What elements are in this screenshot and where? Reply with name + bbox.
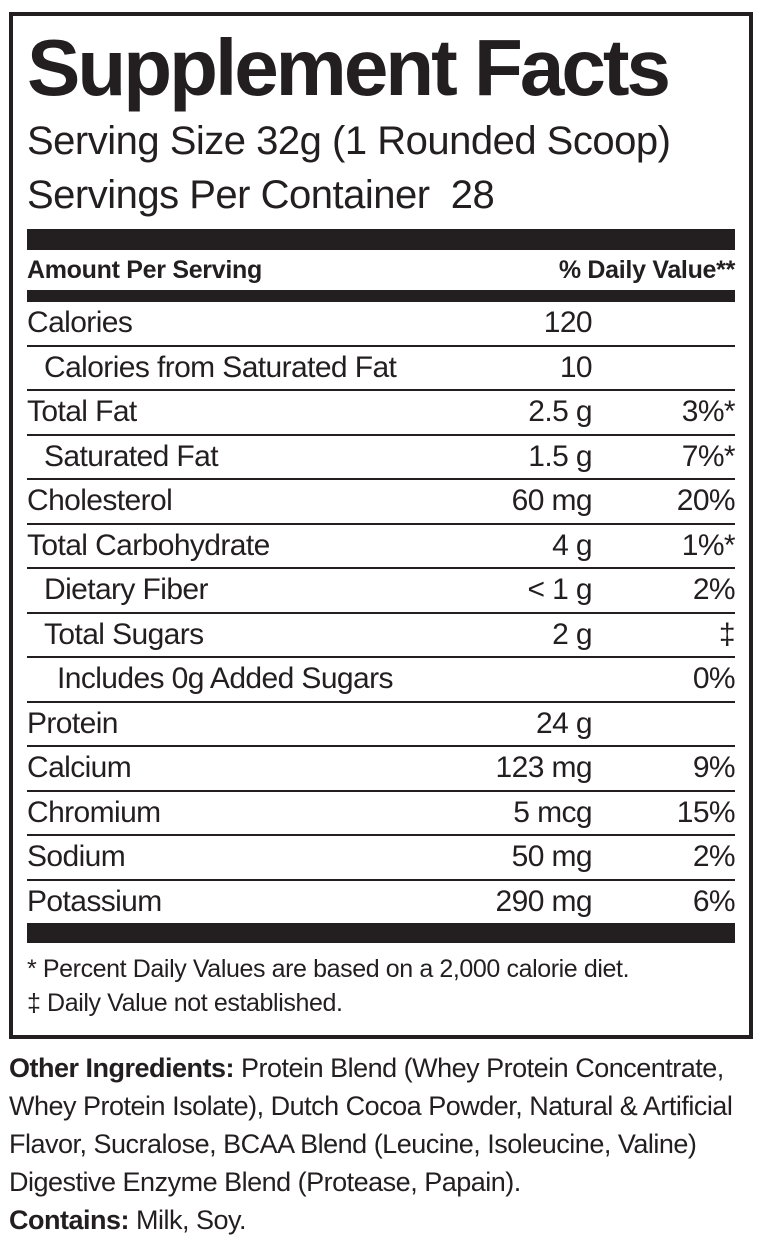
nutrient-amount: 120 <box>543 306 593 340</box>
separator-bar-top <box>27 229 735 250</box>
table-column-headers: Amount Per Serving % Daily Value** <box>27 250 735 290</box>
nutrient-name: Total Fat <box>27 395 137 429</box>
nutrient-amount: 5 mcg <box>513 795 592 829</box>
table-row: Calories 120 <box>27 302 735 347</box>
nutrient-name: Cholesterol <box>27 484 173 518</box>
nutrient-name: Includes 0g Added Sugars <box>57 662 393 696</box>
nutrient-name: Sodium <box>27 840 126 874</box>
panel-title: Supplement Facts <box>27 23 671 112</box>
nutrient-amount: < 1 g <box>527 573 592 607</box>
nutrient-name: Calcium <box>27 751 132 785</box>
table-row: Includes 0g Added Sugars 0% <box>27 658 736 703</box>
nutrient-table: Calories 120 Calories from Saturated Fat 10… <box>27 302 736 924</box>
servings-per-container-line: Servings Per Container 28 <box>27 173 495 217</box>
separator-bar-header <box>27 290 735 302</box>
nutrient-amount: 290 mg <box>495 884 593 918</box>
nutrient-daily-value: 15% <box>676 795 736 829</box>
nutrient-name: Dietary Fiber <box>44 573 209 607</box>
ingredients-section: Other Ingredients: Protein Blend (Whey P… <box>9 1049 753 1235</box>
other-ingredients-paragraph: Other Ingredients: Protein Blend (Whey P… <box>9 1049 753 1201</box>
nutrient-amount: 123 mg <box>495 751 593 785</box>
nutrient-daily-value: 0% <box>692 662 736 696</box>
nutrient-daily-value: 9% <box>692 751 736 785</box>
nutrient-name: Calories <box>27 306 133 340</box>
contains-paragraph: Contains: Milk, Soy. <box>9 1201 753 1235</box>
amount-per-serving-header: Amount Per Serving <box>27 255 262 284</box>
nutrient-name: Potassium <box>27 884 162 918</box>
nutrient-daily-value: 20% <box>676 484 736 518</box>
table-row: Chromium 5 mcg 15% <box>27 792 736 836</box>
daily-value-header: % Daily Value** <box>558 255 735 284</box>
nutrient-name: Total Carbohydrate <box>27 528 270 562</box>
nutrient-amount: 4 g <box>552 528 593 562</box>
nutrient-amount: 2.5 g <box>528 395 592 429</box>
nutrient-daily-value: 1%* <box>681 528 736 562</box>
nutrient-daily-value: 2% <box>692 840 736 874</box>
other-ingredients-label: Other Ingredients: <box>9 1053 235 1083</box>
nutrient-daily-value: 2% <box>692 573 736 607</box>
footnote-daily-values: * Percent Daily Values are based on a 2,… <box>27 955 630 983</box>
nutrient-amount: 60 mg <box>511 484 593 518</box>
nutrient-daily-value: 7%* <box>681 439 736 473</box>
footnotes: * Percent Daily Values are based on a 2,… <box>27 952 735 1020</box>
table-row: Total Sugars 2 g ‡ <box>27 614 736 658</box>
contains-label: Contains: <box>9 1205 130 1235</box>
nutrient-daily-value: ‡ <box>718 617 736 651</box>
nutrient-name: Saturated Fat <box>44 439 219 473</box>
nutrient-daily-value: 6% <box>692 884 736 918</box>
supplement-facts-panel: Supplement Facts Serving Size 32g (1 Rou… <box>9 12 753 1039</box>
nutrient-name: Protein <box>27 706 118 740</box>
table-row: Potassium 290 mg 6% <box>27 881 736 924</box>
table-row: Total Fat 2.5 g 3%* <box>27 391 736 436</box>
table-row: Calories from Saturated Fat 10 <box>27 347 735 391</box>
nutrient-amount: 1.5 g <box>528 439 592 473</box>
table-row: Cholesterol 60 mg 20% <box>27 480 736 525</box>
nutrient-name: Total Sugars <box>44 617 204 651</box>
table-row: Saturated Fat 1.5 g 7%* <box>27 436 736 480</box>
table-row: Total Carbohydrate 4 g 1%* <box>27 525 736 569</box>
nutrient-name: Chromium <box>27 795 161 829</box>
nutrient-amount: 24 g <box>536 706 593 740</box>
nutrient-daily-value: 3%* <box>681 395 736 429</box>
serving-info: Serving Size 32g (1 Rounded Scoop) Servi… <box>27 114 735 222</box>
nutrient-amount: 10 <box>559 350 593 384</box>
nutrient-amount: 50 mg <box>511 840 593 874</box>
other-ingredients-text: Protein Blend (Whey Protein Concentrate,… <box>9 1053 733 1197</box>
table-row: Protein 24 g <box>27 703 735 747</box>
nutrient-name: Calories from Saturated Fat <box>44 350 397 384</box>
footnote-dagger: ‡ Daily Value not established. <box>27 989 343 1017</box>
nutrient-amount: 2 g <box>552 617 593 651</box>
table-row: Dietary Fiber < 1 g 2% <box>27 569 736 614</box>
table-row: Sodium 50 mg 2% <box>27 836 736 881</box>
serving-size-line: Serving Size 32g (1 Rounded Scoop) <box>27 119 671 163</box>
contains-text: Milk, Soy. <box>129 1205 247 1235</box>
table-row: Calcium 123 mg 9% <box>27 747 736 792</box>
separator-bar-bottom <box>27 923 735 943</box>
